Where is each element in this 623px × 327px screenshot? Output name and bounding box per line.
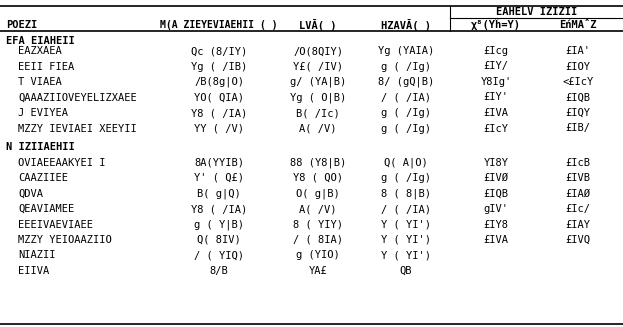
Text: Qc (8/IY): Qc (8/IY) <box>191 46 247 56</box>
Text: g ( /Ig): g ( /Ig) <box>381 108 431 118</box>
Text: /B(8g|O): /B(8g|O) <box>194 77 244 87</box>
Text: EAZXAEA: EAZXAEA <box>18 46 62 56</box>
Text: YA£: YA£ <box>308 266 327 276</box>
Text: £IAY: £IAY <box>566 219 591 230</box>
Text: OVIAEEAAKYEI I: OVIAEEAAKYEI I <box>18 158 105 167</box>
Text: YY ( /V): YY ( /V) <box>194 124 244 133</box>
Text: Y8 ( /IA): Y8 ( /IA) <box>191 108 247 118</box>
Text: £IQY: £IQY <box>566 108 591 118</box>
Text: CAAZIIEE: CAAZIIEE <box>18 173 68 183</box>
Text: χ⁸(Yĥ=Y): χ⁸(Yĥ=Y) <box>471 19 521 30</box>
Text: Q( 8IV): Q( 8IV) <box>197 235 241 245</box>
Text: 88 (Y8|B): 88 (Y8|B) <box>290 157 346 168</box>
Text: Yg (YAIA): Yg (YAIA) <box>378 46 434 56</box>
Text: HZAVĂ( ): HZAVĂ( ) <box>381 19 431 30</box>
Text: g ( /Ig): g ( /Ig) <box>381 173 431 183</box>
Text: £IVB: £IVB <box>566 173 591 183</box>
Text: £IcY: £IcY <box>483 124 508 133</box>
Text: £IOY: £IOY <box>566 61 591 72</box>
Text: NIAZII: NIAZII <box>18 250 55 261</box>
Text: g ( /Ig): g ( /Ig) <box>381 124 431 133</box>
Text: QDVA: QDVA <box>18 188 43 198</box>
Text: QB: QB <box>400 266 412 276</box>
Text: £IVQ: £IVQ <box>566 235 591 245</box>
Text: QEAVIAMEE: QEAVIAMEE <box>18 204 74 214</box>
Text: / ( 8IA): / ( 8IA) <box>293 235 343 245</box>
Text: g ( Y|B): g ( Y|B) <box>194 219 244 230</box>
Text: £IA': £IA' <box>566 46 591 56</box>
Text: Yg ( /IB): Yg ( /IB) <box>191 61 247 72</box>
Text: EEEIVAEVIAEE: EEEIVAEVIAEE <box>18 219 93 230</box>
Text: EAHELV IZIZII: EAHELV IZIZII <box>496 7 577 17</box>
Text: 8 ( YIY): 8 ( YIY) <box>293 219 343 230</box>
Text: B( /Ic): B( /Ic) <box>296 108 340 118</box>
Text: £Ic/: £Ic/ <box>566 204 591 214</box>
Text: <£IcY: <£IcY <box>563 77 594 87</box>
Text: LVĂ( ): LVĂ( ) <box>299 19 337 30</box>
Text: EńMÂZ: EńMÂZ <box>559 20 597 29</box>
Text: £IB/: £IB/ <box>566 124 591 133</box>
Text: £IY': £IY' <box>483 93 508 102</box>
Text: Y' ( Q£): Y' ( Q£) <box>194 173 244 183</box>
Text: 8 ( 8|B): 8 ( 8|B) <box>381 188 431 199</box>
Text: g/ (YA|B): g/ (YA|B) <box>290 77 346 87</box>
Text: YI8Y: YI8Y <box>483 158 508 167</box>
Text: £IY/: £IY/ <box>483 61 508 72</box>
Text: N IZIIAEHII: N IZIIAEHII <box>6 142 75 152</box>
Text: /O(8QIY): /O(8QIY) <box>293 46 343 56</box>
Text: O( g|B): O( g|B) <box>296 188 340 199</box>
Text: Y8 ( QO): Y8 ( QO) <box>293 173 343 183</box>
Text: Y ( YI'): Y ( YI') <box>381 219 431 230</box>
Text: Yg ( O|B): Yg ( O|B) <box>290 92 346 103</box>
Text: £IQB: £IQB <box>566 93 591 102</box>
Text: EFA EIAHEII: EFA EIAHEII <box>6 36 75 46</box>
Text: Q( A|O): Q( A|O) <box>384 157 428 168</box>
Text: £IY8: £IY8 <box>483 219 508 230</box>
Text: QAAAZIIOVEYELIZXAEE: QAAAZIIOVEYELIZXAEE <box>18 93 137 102</box>
Text: g ( /Ig): g ( /Ig) <box>381 61 431 72</box>
Text: g (YIO): g (YIO) <box>296 250 340 261</box>
Text: A( /V): A( /V) <box>299 204 337 214</box>
Text: Y8Ig': Y8Ig' <box>480 77 511 87</box>
Text: MZZY IEVIAEI XEEYII: MZZY IEVIAEI XEEYII <box>18 124 137 133</box>
Text: £IVA: £IVA <box>483 108 508 118</box>
Text: B( g|Q): B( g|Q) <box>197 188 241 199</box>
Text: gIV': gIV' <box>483 204 508 214</box>
Text: £IAØ: £IAØ <box>566 188 591 198</box>
Text: 8/ (gQ|B): 8/ (gQ|B) <box>378 77 434 87</box>
Text: 8A(YYIB): 8A(YYIB) <box>194 158 244 167</box>
Text: Y8 ( /IA): Y8 ( /IA) <box>191 204 247 214</box>
Text: EEII FIEA: EEII FIEA <box>18 61 74 72</box>
Text: MZZY YEIOAAZIIO: MZZY YEIOAAZIIO <box>18 235 112 245</box>
Text: POEZI: POEZI <box>6 20 37 29</box>
Text: £IVA: £IVA <box>483 235 508 245</box>
Text: T VIAEA: T VIAEA <box>18 77 62 87</box>
Text: Y£( /IV): Y£( /IV) <box>293 61 343 72</box>
Text: Y ( YI'): Y ( YI') <box>381 235 431 245</box>
Text: / ( /IA): / ( /IA) <box>381 93 431 102</box>
Text: / ( YIQ): / ( YIQ) <box>194 250 244 261</box>
Text: £IQB: £IQB <box>483 188 508 198</box>
Text: £IVØ: £IVØ <box>483 173 508 183</box>
Text: Y ( YI'): Y ( YI') <box>381 250 431 261</box>
Text: / ( /IA): / ( /IA) <box>381 204 431 214</box>
Text: M(A ZIEYEVIAEHII ( ): M(A ZIEYEVIAEHII ( ) <box>160 20 277 29</box>
Text: EIIVA: EIIVA <box>18 266 49 276</box>
Text: A( /V): A( /V) <box>299 124 337 133</box>
Text: 8/B: 8/B <box>209 266 229 276</box>
Text: £IcB: £IcB <box>566 158 591 167</box>
Text: J EVIYEA: J EVIYEA <box>18 108 68 118</box>
Text: £Icg: £Icg <box>483 46 508 56</box>
Text: YO( QIA): YO( QIA) <box>194 93 244 102</box>
